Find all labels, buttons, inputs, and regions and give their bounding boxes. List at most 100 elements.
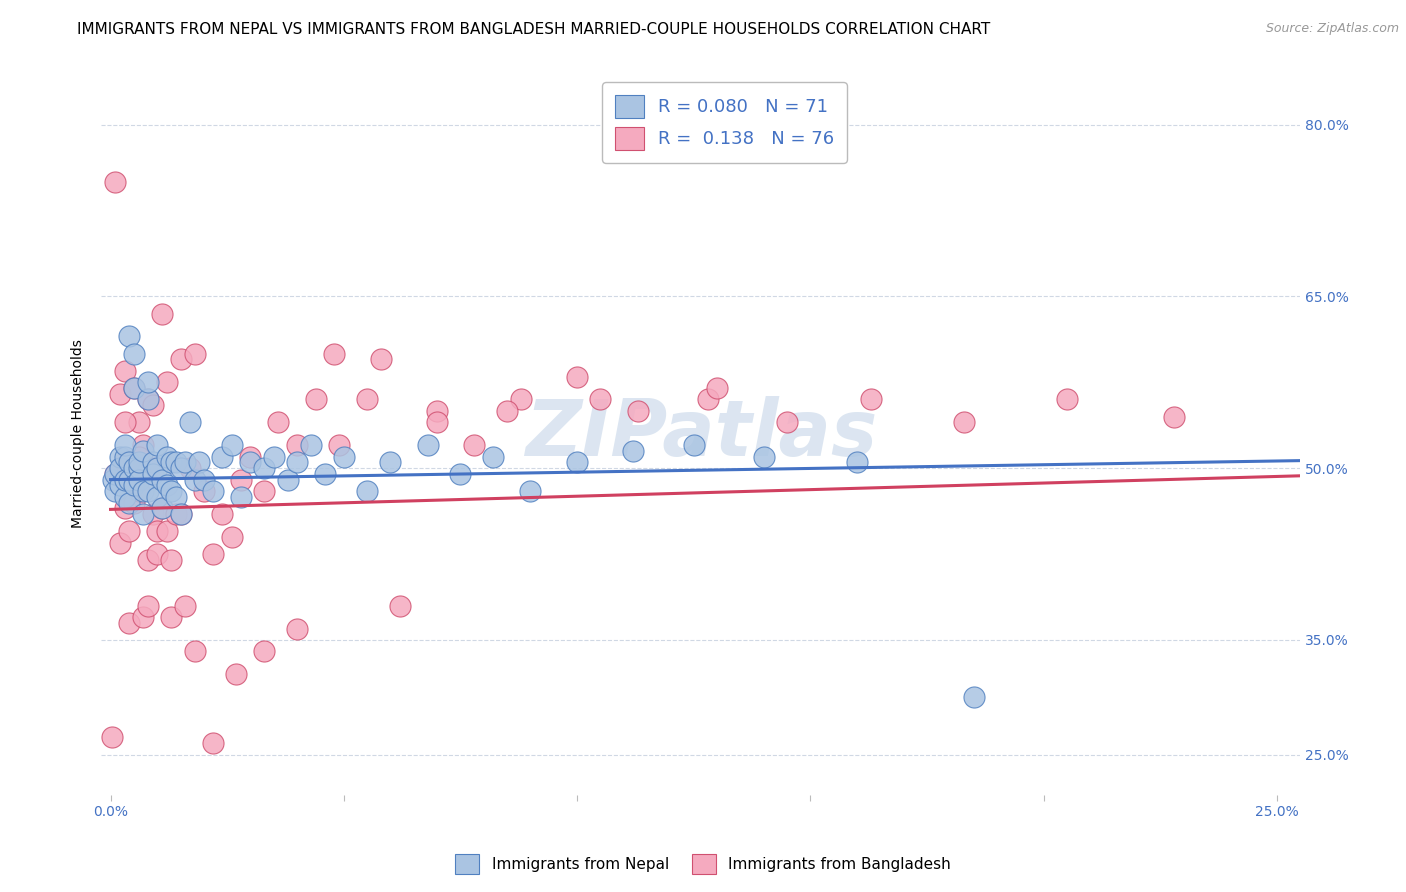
Point <box>128 484 150 499</box>
Point <box>146 490 169 504</box>
Point <box>202 547 225 561</box>
Point <box>323 346 346 360</box>
Point <box>146 438 169 452</box>
Point <box>146 461 169 475</box>
Point <box>114 415 136 429</box>
Point <box>132 507 155 521</box>
Point <box>141 467 163 481</box>
Point <box>1163 409 1185 424</box>
Point <box>202 484 225 499</box>
Point <box>128 415 150 429</box>
Point <box>193 473 215 487</box>
Point <box>141 461 163 475</box>
Point <box>108 386 131 401</box>
Point <box>682 438 704 452</box>
Point <box>122 478 145 492</box>
Point <box>122 495 145 509</box>
Point <box>104 484 127 499</box>
Point <box>122 381 145 395</box>
Point <box>150 473 173 487</box>
Point <box>160 610 183 624</box>
Point <box>136 553 159 567</box>
Point <box>859 392 882 407</box>
Point <box>114 455 136 469</box>
Point <box>150 501 173 516</box>
Point <box>221 438 243 452</box>
Point <box>136 599 159 613</box>
Point <box>114 438 136 452</box>
Text: IMMIGRANTS FROM NEPAL VS IMMIGRANTS FROM BANGLADESH MARRIED-COUPLE HOUSEHOLDS CO: IMMIGRANTS FROM NEPAL VS IMMIGRANTS FROM… <box>77 22 991 37</box>
Point <box>141 455 163 469</box>
Point <box>314 467 336 481</box>
Point <box>101 473 124 487</box>
Point <box>285 438 308 452</box>
Point <box>141 398 163 412</box>
Point <box>118 455 141 469</box>
Point <box>388 599 411 613</box>
Point <box>160 553 183 567</box>
Point <box>174 455 197 469</box>
Point <box>118 495 141 509</box>
Point <box>183 644 205 658</box>
Point <box>132 444 155 458</box>
Point <box>146 547 169 561</box>
Point <box>285 455 308 469</box>
Point <box>118 473 141 487</box>
Point <box>263 450 285 464</box>
Point <box>565 369 588 384</box>
Legend: R = 0.080   N = 71, R =  0.138   N = 76: R = 0.080 N = 71, R = 0.138 N = 76 <box>602 82 846 162</box>
Point <box>169 352 191 367</box>
Point <box>128 455 150 469</box>
Point <box>328 438 350 452</box>
Point <box>953 415 976 429</box>
Y-axis label: Married-couple Households: Married-couple Households <box>72 339 86 528</box>
Point <box>370 352 392 367</box>
Point <box>114 490 136 504</box>
Point <box>174 599 197 613</box>
Point <box>221 530 243 544</box>
Point <box>211 450 233 464</box>
Point <box>426 415 449 429</box>
Point <box>146 524 169 538</box>
Point <box>510 392 533 407</box>
Point <box>231 490 253 504</box>
Point <box>752 450 775 464</box>
Point <box>193 484 215 499</box>
Point <box>962 690 984 705</box>
Legend: Immigrants from Nepal, Immigrants from Bangladesh: Immigrants from Nepal, Immigrants from B… <box>449 848 957 880</box>
Point <box>114 473 136 487</box>
Point <box>253 644 276 658</box>
Point <box>165 455 187 469</box>
Point <box>122 346 145 360</box>
Point <box>253 461 276 475</box>
Point <box>706 381 728 395</box>
Point <box>356 484 378 499</box>
Point <box>104 467 127 481</box>
Point <box>482 450 505 464</box>
Point <box>565 455 588 469</box>
Point <box>132 438 155 452</box>
Point <box>169 461 191 475</box>
Point <box>160 484 183 499</box>
Point <box>114 364 136 378</box>
Point <box>118 473 141 487</box>
Point <box>165 507 187 521</box>
Point <box>202 736 225 750</box>
Point <box>845 455 868 469</box>
Point <box>277 473 299 487</box>
Point <box>122 461 145 475</box>
Point <box>104 175 127 189</box>
Point <box>136 392 159 407</box>
Point <box>132 484 155 499</box>
Point <box>169 507 191 521</box>
Point <box>128 473 150 487</box>
Point <box>155 524 177 538</box>
Point <box>416 438 439 452</box>
Point <box>150 501 173 516</box>
Point <box>519 484 541 499</box>
Point <box>128 450 150 464</box>
Point <box>128 461 150 475</box>
Point <box>118 524 141 538</box>
Point <box>108 535 131 549</box>
Point <box>141 507 163 521</box>
